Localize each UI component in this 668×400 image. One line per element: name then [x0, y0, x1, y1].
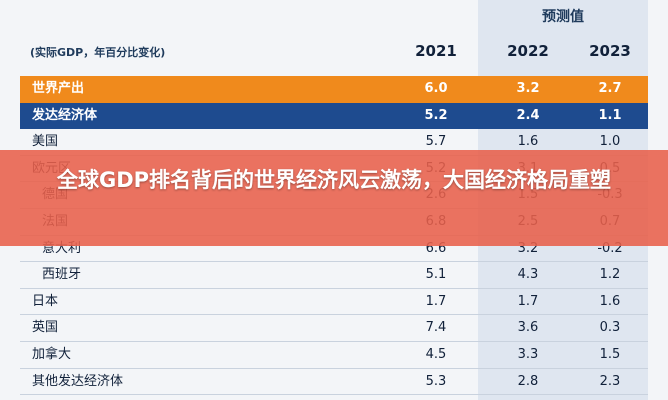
row-label: 世界产出: [32, 81, 85, 96]
cell-2022: 2.8: [517, 373, 539, 389]
cell-2021: 7.4: [425, 320, 447, 336]
table-body: 世界产出6.03.22.7发达经济体5.22.41.1美国5.71.61.0欧元…: [20, 76, 648, 396]
row-label: 英国: [32, 320, 59, 336]
row-label: 西班牙: [42, 267, 82, 283]
cell-2021: 5.1: [425, 267, 447, 283]
table-row: 日本 1.7 1.7 1.6: [20, 289, 648, 316]
cell-2023: 1.2: [599, 267, 621, 283]
cell-2021: 6.0: [424, 81, 448, 96]
banner-overlay: [0, 150, 668, 246]
table-row: 西班牙 5.1 4.3 1.2: [20, 262, 648, 289]
cell-2022: 1.6: [517, 134, 539, 150]
column-header-2023: 2023: [589, 42, 631, 60]
cell-2021: 5.3: [425, 373, 447, 389]
cell-2022: 3.3: [517, 346, 539, 362]
cell-2023: 2.7: [598, 81, 622, 96]
table-row: 加拿大 4.5 3.3 1.5: [20, 342, 648, 369]
table-row: 发达经济体 5.2 2.4 1.1: [20, 102, 648, 130]
cell-2023: 0.3: [599, 320, 621, 336]
cell-2021: 4.5: [425, 346, 447, 362]
table-row: 世界产出 6.0 3.2 2.7: [20, 76, 648, 103]
cell-2021: 5.7: [425, 134, 447, 150]
column-header-2021: 2021: [415, 42, 457, 60]
column-header-2022: 2022: [507, 42, 549, 60]
row-label: 加拿大: [32, 346, 72, 362]
cell-2022: 3.2: [516, 81, 540, 96]
forecast-label: 预测值: [542, 9, 584, 25]
row-label: 发达经济体: [32, 107, 98, 123]
cell-2022: 1.7: [517, 293, 539, 309]
unit-label: (实际GDP，年百分比变化): [30, 46, 166, 59]
cell-2023: 1.0: [599, 134, 621, 150]
cell-2023: 1.1: [598, 107, 622, 123]
cell-2023: 2.3: [599, 373, 621, 389]
row-label: 其他发达经济体: [32, 373, 124, 389]
cell-2021: 1.7: [425, 293, 447, 309]
row-label: 美国: [32, 134, 59, 150]
cell-2022: 2.4: [516, 107, 540, 123]
cell-2023: 1.6: [599, 293, 621, 309]
cell-2022: 4.3: [517, 267, 539, 283]
row-label: 日本: [32, 293, 59, 309]
banner-title: 全球GDP排名背后的世界经济风云激荡，大国经济格局重塑: [56, 168, 612, 192]
cell-2022: 3.6: [517, 320, 539, 336]
table-row: 其他发达经济体 5.3 2.8 2.3: [20, 369, 648, 396]
cell-2021: 5.2: [424, 107, 448, 123]
table-row: 英国 7.4 3.6 0.3: [20, 315, 648, 342]
cell-2023: 1.5: [599, 346, 621, 362]
